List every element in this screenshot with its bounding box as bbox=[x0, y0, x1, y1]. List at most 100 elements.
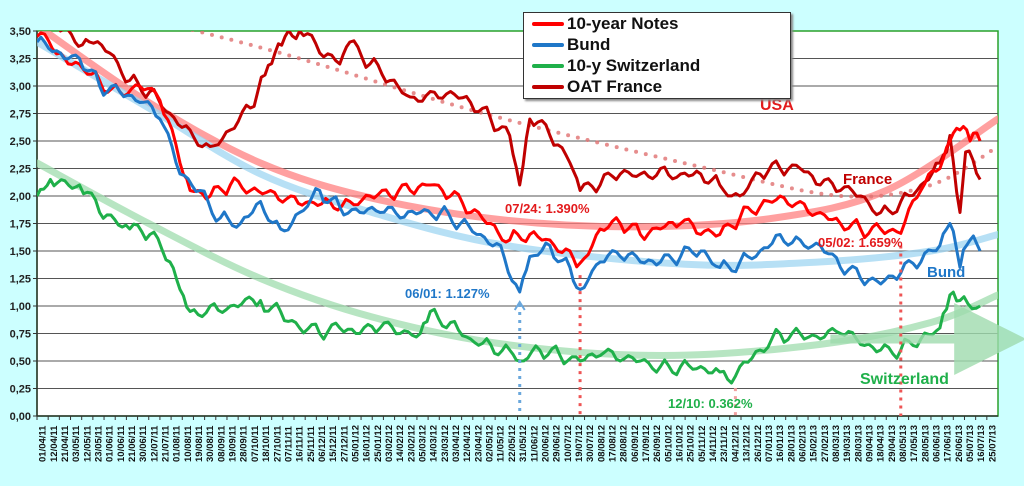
x-tick-label: 01/06/11 bbox=[105, 425, 116, 462]
x-tick-label: 21/06/11 bbox=[127, 425, 138, 462]
legend-swatch bbox=[532, 21, 564, 26]
x-tick-label: 07/01/13 bbox=[764, 425, 775, 462]
x-tick-label: 15/02/13 bbox=[809, 425, 820, 462]
legend-swatch bbox=[532, 63, 564, 68]
x-tick-label: 05/10/12 bbox=[663, 425, 674, 462]
x-tick-label: 03/02/12 bbox=[384, 425, 395, 462]
y-tick-label: 0,00 bbox=[10, 411, 31, 423]
x-tick-label: 08/03/13 bbox=[831, 425, 842, 462]
x-tick-label: 26/06/13 bbox=[954, 425, 965, 462]
legend-label: 10-year Notes bbox=[567, 13, 679, 33]
x-tick-label: 12/04/12 bbox=[462, 425, 473, 462]
x-tick-label: 16/07/13 bbox=[976, 425, 987, 462]
x-tick-label: 14/03/12 bbox=[429, 425, 440, 462]
x-tick-label: 25/10/12 bbox=[686, 425, 697, 462]
x-tick-label: 30/08/11 bbox=[205, 425, 216, 462]
x-tick-label: 31/05/12 bbox=[518, 425, 529, 462]
x-tick-label: 19/07/12 bbox=[574, 425, 585, 462]
x-tick-label: 04/12/12 bbox=[730, 425, 741, 462]
series-line-bund bbox=[37, 35, 982, 294]
x-tick-label: 16/01/12 bbox=[362, 425, 373, 462]
series-line-oat-france bbox=[58, 31, 982, 217]
series-line-10-year-notes bbox=[37, 31, 982, 269]
x-tick-label: 08/05/13 bbox=[898, 425, 909, 462]
annotation-label: 12/10: 0.362% bbox=[668, 396, 753, 411]
y-tick-label: 3,25 bbox=[10, 54, 31, 66]
series-line-10-y-switzerland bbox=[37, 178, 981, 385]
x-tick-label: 25/07/13 bbox=[987, 425, 998, 462]
x-tick-label: 17/06/13 bbox=[943, 425, 954, 462]
x-tick-label: 02/05/12 bbox=[485, 425, 496, 462]
y-tick-label: 1,75 bbox=[10, 219, 31, 231]
x-tick-label: 25/01/12 bbox=[373, 425, 384, 462]
x-tick-label: 03/04/12 bbox=[451, 425, 462, 462]
x-tick-label: 06/09/12 bbox=[630, 425, 641, 462]
x-tick-label: 11/05/12 bbox=[496, 426, 507, 462]
x-tick-label: 23/02/12 bbox=[406, 425, 417, 462]
series-label-france: France bbox=[843, 171, 892, 188]
x-tick-label: 05/07/13 bbox=[965, 425, 976, 462]
annotation-label: 06/01: 1.127% bbox=[405, 286, 490, 301]
legend-swatch bbox=[532, 84, 564, 89]
x-tick-label: 12/05/11 bbox=[82, 425, 93, 462]
legend: 10-year Notes Bund 10-y Switzerland OAT … bbox=[523, 12, 791, 99]
x-tick-label: 28/08/12 bbox=[619, 425, 630, 462]
y-tick-label: 0,25 bbox=[10, 384, 31, 396]
x-tick-label: 08/09/11 bbox=[216, 425, 227, 462]
trendline-10-year-notes bbox=[38, 31, 998, 231]
x-tick-label: 30/06/11 bbox=[138, 425, 149, 462]
series-label-bund: Bund bbox=[927, 264, 965, 281]
series-label-switzerland: Switzerland bbox=[860, 371, 949, 388]
x-tick-label: 06/02/13 bbox=[797, 425, 808, 462]
x-tick-label: 11/06/12 bbox=[529, 426, 540, 462]
x-tick-label: 21/07/11 bbox=[161, 425, 172, 462]
x-tick-label: 10/08/11 bbox=[183, 425, 194, 462]
x-tick-label: 23/11/12 bbox=[719, 426, 730, 462]
x-tick-label: 27/12/11 bbox=[339, 425, 350, 462]
x-tick-label: 05/01/12 bbox=[350, 425, 361, 462]
x-tick-label: 16/11/11 bbox=[295, 425, 306, 462]
x-tick-label: 08/08/12 bbox=[596, 425, 607, 462]
x-tick-label: 15/12/11 bbox=[328, 425, 339, 462]
x-tick-label: 21/04/11 bbox=[60, 425, 71, 462]
x-tick-label: 14/02/12 bbox=[395, 425, 406, 462]
y-tick-label: 2,75 bbox=[10, 109, 31, 121]
x-tick-label: 17/08/12 bbox=[607, 425, 618, 462]
x-tick-label: 26/09/12 bbox=[652, 425, 663, 462]
y-tick-label: 2,25 bbox=[10, 164, 31, 176]
y-tick-label: 2,00 bbox=[10, 191, 31, 203]
trendline-oat-france bbox=[188, 31, 998, 199]
x-tick-label: 10/07/12 bbox=[563, 425, 574, 462]
annotation-label: 07/24: 1.390% bbox=[505, 201, 590, 216]
x-tick-label: 13/12/12 bbox=[742, 425, 753, 462]
x-tick-label: 06/06/13 bbox=[932, 425, 943, 462]
x-tick-label: 10/06/11 bbox=[116, 425, 127, 462]
y-tick-label: 1,00 bbox=[10, 301, 31, 313]
x-tick-label: 01/04/11 bbox=[38, 425, 49, 462]
x-tick-label: 28/09/11 bbox=[239, 425, 250, 462]
x-tick-label: 18/04/13 bbox=[876, 425, 887, 462]
x-tick-label: 19/03/13 bbox=[842, 425, 853, 462]
x-tick-label: 30/07/12 bbox=[585, 425, 596, 462]
x-tick-label: 27/02/13 bbox=[820, 425, 831, 462]
legend-item-bund: Bund bbox=[524, 34, 790, 55]
y-tick-label: 0,50 bbox=[10, 356, 31, 368]
x-tick-label: 05/03/12 bbox=[418, 425, 429, 462]
y-tick-label: 3,00 bbox=[10, 81, 31, 93]
x-tick-label: 25/11/11 bbox=[306, 425, 317, 462]
x-tick-label: 03/05/11 bbox=[71, 425, 82, 462]
x-tick-label: 28/01/13 bbox=[786, 425, 797, 462]
x-tick-label: 05/11/12 bbox=[697, 426, 708, 462]
x-tick-label: 16/10/12 bbox=[675, 425, 686, 462]
x-tick-label: 19/09/11 bbox=[228, 425, 239, 462]
y-tick-label: 1,50 bbox=[10, 246, 31, 258]
x-tick-label: 28/05/13 bbox=[920, 425, 931, 462]
legend-label: OAT France bbox=[567, 76, 663, 96]
x-tick-label: 19/08/11 bbox=[194, 425, 205, 462]
x-tick-label: 12/07/11 bbox=[149, 425, 160, 462]
x-tick-label: 26/12/12 bbox=[753, 425, 764, 462]
y-tick-label: 2,50 bbox=[10, 136, 31, 148]
x-tick-label: 28/03/13 bbox=[853, 425, 864, 462]
